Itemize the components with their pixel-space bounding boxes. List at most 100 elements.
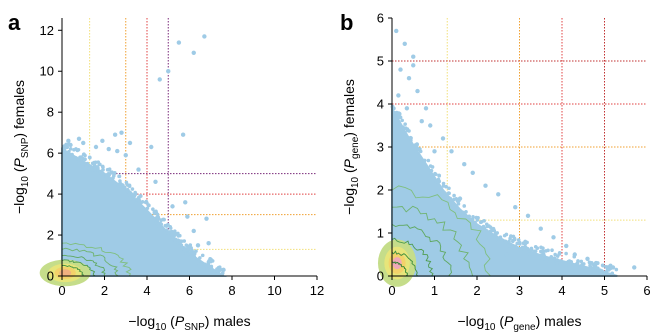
data-point bbox=[153, 179, 158, 185]
edge-point bbox=[500, 238, 504, 242]
edge-point bbox=[514, 247, 519, 252]
y-tick-label: 4 bbox=[47, 187, 54, 202]
edge-point bbox=[527, 252, 532, 257]
data-point bbox=[115, 148, 120, 154]
edge-point bbox=[507, 244, 511, 248]
data-point bbox=[411, 63, 416, 68]
edge-point bbox=[145, 206, 150, 211]
x-tick-label: 2 bbox=[473, 283, 480, 298]
edge-point bbox=[478, 226, 482, 230]
edge-point bbox=[87, 166, 91, 171]
edge-point bbox=[403, 126, 408, 131]
edge-point bbox=[452, 193, 456, 198]
edge-point bbox=[169, 233, 174, 237]
edge-point bbox=[400, 118, 404, 123]
data-point bbox=[185, 214, 190, 219]
panel-letter: b bbox=[340, 10, 353, 35]
edge-point bbox=[64, 142, 68, 147]
data-point bbox=[585, 256, 590, 261]
edge-point bbox=[76, 148, 81, 152]
edge-point bbox=[390, 104, 395, 109]
edge-point bbox=[473, 220, 477, 225]
edge-point bbox=[165, 230, 170, 235]
data-point bbox=[166, 69, 171, 74]
x-tick-label: 4 bbox=[558, 283, 565, 298]
edge-point bbox=[433, 171, 437, 176]
edge-point bbox=[484, 222, 489, 227]
edge-point bbox=[607, 268, 611, 272]
edge-point bbox=[598, 271, 603, 276]
edge-point bbox=[168, 224, 172, 229]
edge-point bbox=[533, 244, 538, 249]
edge-point bbox=[97, 162, 102, 167]
edge-point bbox=[503, 239, 508, 244]
data-point bbox=[559, 260, 565, 266]
panel-b: 0 1 2 3 4 5 6 0 1 2 3 4 5 6 b −log10 (Pgene) males −log1… bbox=[340, 10, 651, 333]
edge-point bbox=[437, 174, 441, 178]
edge-point bbox=[152, 218, 156, 223]
edge-point bbox=[596, 268, 601, 273]
edge-point bbox=[83, 157, 87, 162]
panel-a: 0 2 4 6 8 10 12 0 2 4 6 8 10 12 a −log10 (PSNP) males −l… bbox=[8, 10, 324, 333]
edge-point bbox=[457, 208, 462, 213]
edge-point bbox=[525, 246, 530, 251]
data-point bbox=[191, 228, 196, 234]
edge-point bbox=[207, 264, 211, 269]
edge-point bbox=[471, 214, 475, 219]
edge-point bbox=[112, 183, 117, 188]
data-point bbox=[170, 204, 175, 209]
edge-point bbox=[104, 176, 109, 180]
edge-point bbox=[422, 159, 426, 164]
edge-point bbox=[557, 252, 562, 256]
edge-point bbox=[408, 135, 413, 140]
x-tick-label: 2 bbox=[101, 283, 108, 298]
edge-point bbox=[192, 251, 197, 256]
data-point bbox=[440, 136, 446, 141]
edge-point bbox=[614, 267, 619, 272]
data-point bbox=[428, 123, 433, 128]
data-point bbox=[204, 216, 209, 221]
density-contour bbox=[392, 185, 491, 276]
edge-point bbox=[173, 229, 177, 234]
x-tick-label: 6 bbox=[643, 283, 650, 298]
x-tick-label: 0 bbox=[58, 283, 65, 298]
edge-point bbox=[555, 258, 559, 262]
data-point bbox=[572, 252, 577, 257]
edge-point bbox=[166, 234, 171, 239]
x-tick-label: 10 bbox=[267, 283, 281, 298]
edge-point bbox=[177, 244, 181, 249]
edge-point bbox=[430, 165, 435, 169]
edge-point bbox=[136, 195, 141, 200]
edge-point bbox=[540, 256, 545, 261]
data-point bbox=[81, 140, 86, 146]
edge-point bbox=[179, 246, 184, 251]
edge-point bbox=[394, 110, 399, 115]
edge-point bbox=[127, 184, 132, 189]
x-tick-label: 12 bbox=[310, 283, 324, 298]
data-point bbox=[538, 226, 543, 231]
y-tick-label: 2 bbox=[377, 183, 384, 198]
data-point bbox=[149, 144, 154, 150]
data-point bbox=[462, 162, 467, 167]
edge-point bbox=[117, 174, 121, 179]
x-tick-label: 0 bbox=[388, 283, 395, 298]
edge-point bbox=[441, 181, 446, 186]
edge-point bbox=[412, 144, 416, 149]
data-point bbox=[432, 149, 437, 154]
y-tick-label: 4 bbox=[377, 97, 384, 112]
edge-point bbox=[107, 173, 111, 177]
data-point bbox=[396, 93, 401, 98]
edge-point bbox=[98, 170, 102, 175]
edge-point bbox=[507, 239, 511, 244]
density-contour bbox=[62, 259, 96, 276]
y-tick-label: 10 bbox=[40, 64, 54, 79]
edge-point bbox=[529, 248, 534, 252]
edge-point bbox=[607, 272, 612, 277]
data-point bbox=[402, 41, 407, 46]
edge-point bbox=[183, 247, 187, 251]
data-point bbox=[504, 252, 509, 257]
data-point bbox=[496, 192, 501, 197]
edge-point bbox=[106, 168, 111, 172]
edge-point bbox=[416, 147, 420, 151]
edge-point bbox=[461, 210, 465, 215]
